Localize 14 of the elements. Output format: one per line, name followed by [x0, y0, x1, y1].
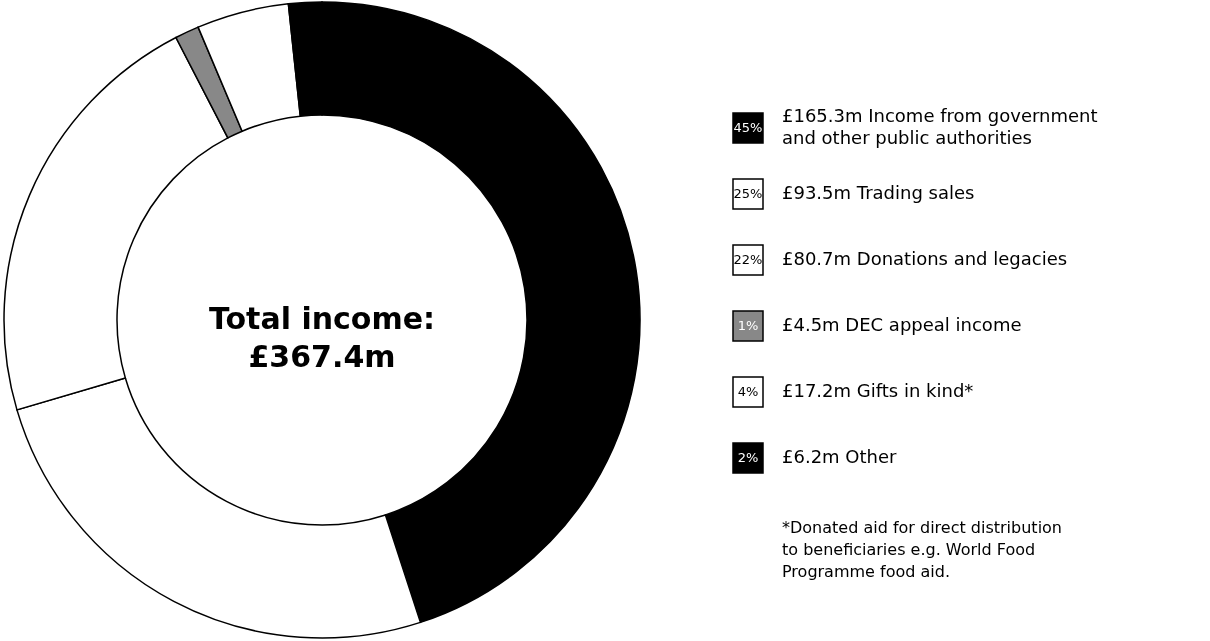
legend-label: £93.5m Trading sales [782, 182, 975, 203]
legend-label: £17.2m Gifts in kind* [782, 380, 974, 401]
text: 25% [733, 186, 763, 201]
text: Total income: £367.4m [208, 301, 436, 374]
legend-label: £6.2m Other [782, 446, 898, 467]
text: 22% [733, 252, 763, 267]
text: 4% [737, 384, 759, 399]
text: 1% [737, 318, 759, 333]
text: 2% [737, 450, 759, 465]
legend-label: £4.5m DEC appeal income [782, 314, 1022, 335]
text: *Donated aid for direct distribution to beneficiaries e.g. World Food Programme food aid. [782, 518, 1062, 581]
legend-label: £165.3m Income from government and other public authorities [782, 105, 1098, 148]
legend-label: £80.7m Donations and legacies [782, 248, 1068, 269]
text: 45% [733, 120, 763, 135]
